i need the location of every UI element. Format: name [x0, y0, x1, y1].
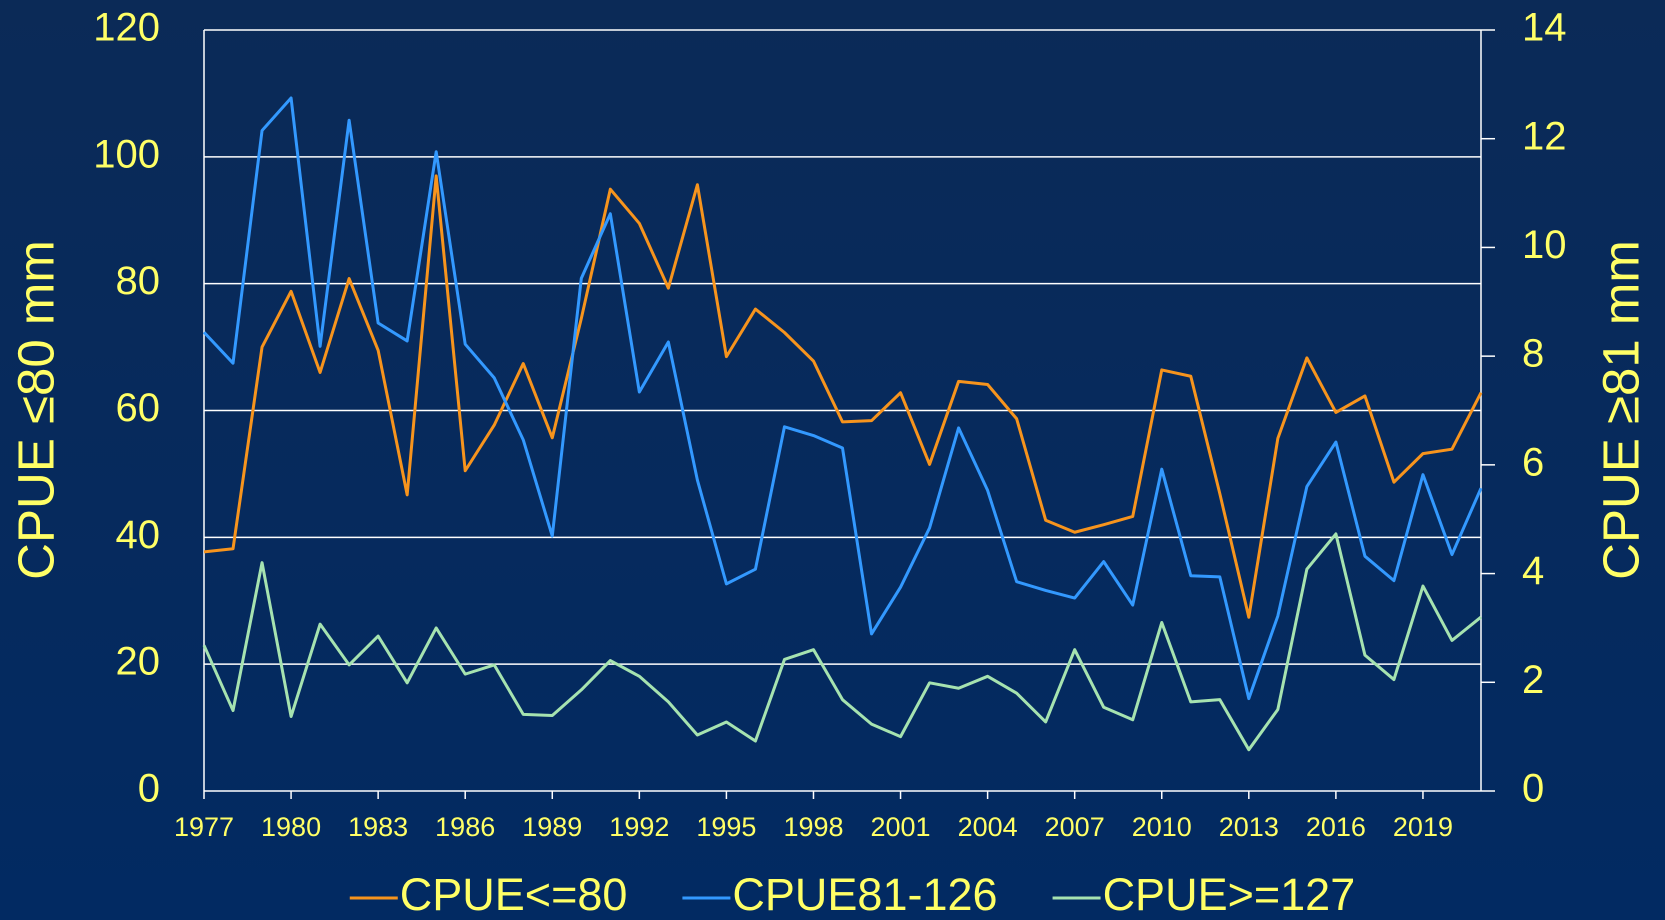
y-tick-label: 20	[116, 640, 161, 684]
series-line	[202, 532, 1482, 752]
x-tick-label: 2007	[1045, 812, 1105, 842]
x-tick-label: 1998	[783, 812, 843, 842]
y-tick-label: 120	[93, 6, 160, 50]
x-tick-label: 2004	[958, 812, 1018, 842]
x-tick-label: 1983	[348, 812, 408, 842]
series-line	[202, 96, 1483, 701]
y2-tick-label: 10	[1522, 223, 1567, 267]
y-tick-label: 40	[116, 513, 161, 557]
x-tick-label: 2019	[1393, 812, 1453, 842]
x-tick-label: 1995	[696, 812, 756, 842]
x-tick-label: 1992	[609, 812, 669, 842]
y-tick-label: 80	[116, 259, 161, 303]
x-tick-label: 1977	[174, 812, 234, 842]
y2-tick-label: 4	[1522, 549, 1544, 593]
x-tick-label: 2001	[871, 812, 931, 842]
legend-label: CPUE81-126	[732, 869, 997, 920]
y-tick-label: 100	[93, 132, 160, 176]
legend-label: CPUE<=80	[400, 869, 628, 920]
y2-tick-label: 2	[1522, 658, 1544, 702]
y-tick-label: 60	[116, 386, 161, 430]
x-tick-label: 1986	[435, 812, 495, 842]
y2-tick-label: 14	[1522, 6, 1567, 50]
x-tick-label: 2010	[1132, 812, 1192, 842]
y2-tick-label: 0	[1522, 767, 1544, 811]
y2-tick-label: 12	[1522, 114, 1567, 158]
y2-tick-label: 6	[1522, 440, 1544, 484]
series-line	[203, 174, 1483, 619]
y-tick-label: 0	[138, 767, 160, 811]
y2-tick-label: 8	[1522, 332, 1544, 376]
x-tick-label: 2013	[1219, 812, 1279, 842]
x-tick-label: 1989	[522, 812, 582, 842]
y2-axis-title: CPUE ≥81 mm	[1592, 240, 1649, 580]
x-tick-label: 2016	[1306, 812, 1366, 842]
x-tick-label: 1980	[261, 812, 321, 842]
y-axis-title: CPUE ≤80 mm	[7, 240, 64, 580]
legend-label: CPUE>=127	[1103, 869, 1356, 920]
